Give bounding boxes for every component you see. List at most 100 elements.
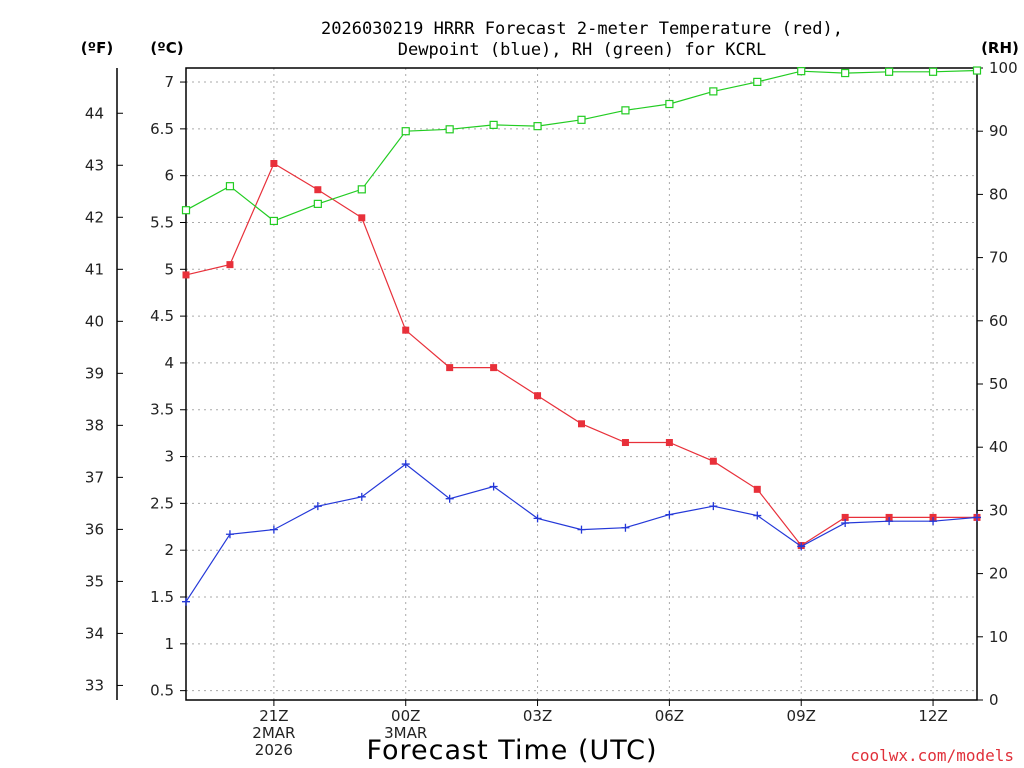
rh-point (445, 125, 454, 134)
rh-point (841, 68, 850, 78)
dewpoint-point (225, 530, 234, 539)
rh-point (401, 127, 410, 136)
celsius-tick-label: 5.5 (150, 213, 174, 231)
rh-point (621, 106, 630, 115)
dewpoint-point (357, 492, 366, 501)
temperature-point (490, 364, 498, 372)
dewpoint-point (577, 525, 586, 534)
temperature-point (314, 186, 322, 194)
dewpoint-point (929, 517, 938, 526)
series-layer (181, 66, 982, 606)
chart-title-line1: 2026030219 HRRR Forecast 2-meter Tempera… (321, 19, 843, 39)
dewpoint-point (841, 519, 850, 528)
time-tick-label: 03Z (523, 707, 552, 725)
fahrenheit-tick-label: 40 (85, 312, 104, 330)
celsius-tick-label: 4 (164, 354, 174, 372)
temperature-point (534, 392, 542, 400)
celsius-axis: 0.5 1 1.5 2 2.5 3 3.5 4 4.5 5 5.5 6 6.5 7 (150, 73, 186, 700)
temperature-point (226, 261, 234, 269)
rh-tick-label: 70 (989, 249, 1008, 267)
temperature-point (621, 439, 629, 447)
time-tick-label: 2MAR (252, 724, 295, 742)
celsius-tick-label: 5 (164, 260, 174, 278)
rh-point (577, 115, 586, 124)
rh-tick-label: 50 (989, 375, 1008, 393)
dewpoint-point (445, 494, 454, 503)
temperature-point (709, 457, 717, 465)
time-tick-label: 2026 (255, 741, 293, 759)
celsius-tick-label: 6.5 (150, 120, 174, 138)
celsius-tick-label: 4.5 (150, 307, 174, 325)
celsius-tick-label: 2.5 (150, 494, 174, 512)
celsius-tick-label: 2 (164, 541, 174, 559)
dewpoint-point (885, 517, 894, 526)
time-tick-label: 3MAR (384, 724, 427, 742)
dewpoint-point (709, 502, 718, 511)
fahrenheit-tick-label: 44 (85, 104, 104, 122)
rh-tick-label: 20 (989, 565, 1008, 583)
temperature-point (182, 271, 190, 279)
temperature-point (402, 326, 410, 334)
celsius-tick-label: 1 (164, 635, 174, 653)
rh-line (185, 69, 978, 222)
rh-point (885, 67, 894, 76)
rh-point (489, 120, 498, 129)
credit-label: coolwx.com/models (850, 746, 1014, 765)
plot-frame (185, 67, 978, 701)
dewpoint-point (753, 511, 762, 520)
fahrenheit-tick-label: 35 (85, 572, 104, 590)
dewpoint-point (269, 525, 278, 534)
rh-point (665, 99, 674, 109)
rh-point (928, 67, 938, 76)
rh-point (313, 199, 322, 208)
dewpoint-point (182, 597, 190, 606)
dewpoint-point (313, 502, 322, 511)
rh-tick-label: 60 (989, 312, 1008, 330)
fahrenheit-tick-label: 42 (85, 208, 104, 226)
temperature-point (358, 214, 366, 222)
x-axis-label: Forecast Time (UTC) (366, 735, 657, 766)
rh-point (533, 122, 542, 131)
fahrenheit-tick-label: 38 (85, 416, 104, 434)
rh-point (797, 67, 806, 76)
rh-point (225, 182, 235, 191)
fahrenheit-axis: 33 34 35 36 37 38 39 40 41 42 43 44 (85, 104, 123, 694)
temperature-point (753, 485, 761, 493)
chart-title-line2: Dewpoint (blue), RH (green) for KCRL (398, 40, 766, 60)
temperature-point (446, 364, 454, 372)
rh-point (181, 206, 191, 215)
rh-point (709, 87, 718, 96)
rh-tick-label: 80 (989, 185, 1008, 203)
rh-point (972, 66, 982, 75)
dewpoint-point (665, 510, 674, 519)
dewpoint-point (489, 482, 498, 491)
time-tick-label: 00Z (391, 707, 420, 725)
time-tick-label: 12Z (918, 707, 947, 725)
dewpoint-point (533, 514, 542, 523)
fahrenheit-tick-label: 34 (85, 624, 104, 642)
fahrenheit-tick-label: 33 (85, 676, 104, 694)
rh-tick-label: 0 (989, 691, 999, 709)
rh-tick-label: 90 (989, 122, 1008, 140)
rh-tick-label: 10 (989, 628, 1008, 646)
time-tick-label: 09Z (787, 707, 816, 725)
rh-tick-label: 100 (989, 59, 1018, 77)
fahrenheit-tick-label: 43 (85, 156, 104, 174)
celsius-unit-label: (ºC) (150, 39, 183, 57)
rh-tick-label: 30 (989, 501, 1008, 519)
fahrenheit-tick-label: 41 (85, 260, 104, 278)
celsius-tick-label: 6 (164, 167, 174, 185)
time-tick-label: 21Z (259, 707, 288, 725)
dewpoint-point (797, 542, 806, 551)
dewpoint-point (401, 460, 410, 469)
temperature-point (270, 160, 278, 168)
fahrenheit-unit-label: (ºF) (81, 39, 113, 57)
temperature-point (665, 439, 673, 447)
time-tick-label: 06Z (655, 707, 684, 725)
dewpoint-point (973, 513, 981, 522)
celsius-tick-label: 3 (164, 448, 174, 466)
fahrenheit-tick-label: 39 (85, 364, 104, 382)
temperature-point (578, 420, 585, 428)
